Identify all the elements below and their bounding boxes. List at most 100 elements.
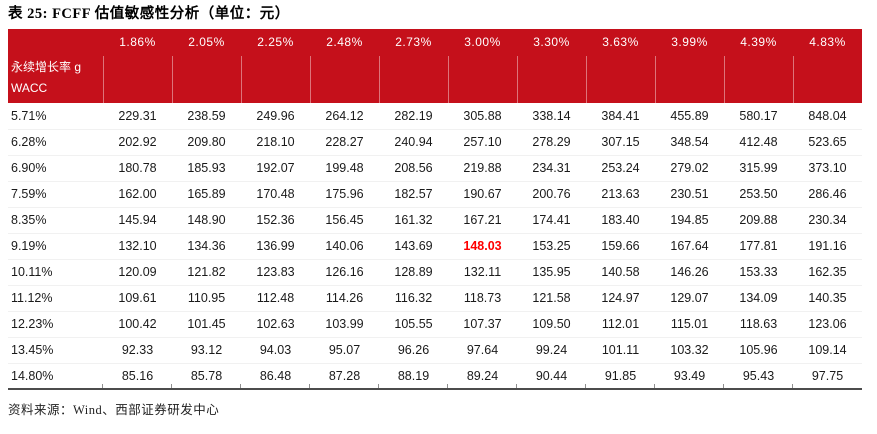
value-cell: 167.21 <box>448 207 517 234</box>
value-cell: 153.25 <box>517 233 586 260</box>
g-column-header: 2.73% <box>379 29 448 103</box>
wacc-row-label: 11.12% <box>8 285 103 312</box>
g-value: 4.39% <box>740 35 777 49</box>
value-cell: 99.24 <box>517 337 586 364</box>
header-column-separator <box>655 56 724 103</box>
value-cell: 116.32 <box>379 285 448 312</box>
report-table-exhibit: 表 25: FCFF 估值敏感性分析（单位：元） 永续增长率 g WACC 1.… <box>8 6 862 417</box>
value-cell: 145.94 <box>103 207 172 234</box>
value-cell: 183.40 <box>586 207 655 234</box>
value-cell: 102.63 <box>241 311 310 338</box>
header-column-separator <box>103 56 172 103</box>
highlighted-value-cell: 148.03 <box>448 233 517 260</box>
value-cell: 170.48 <box>241 181 310 208</box>
value-cell: 103.99 <box>310 311 379 338</box>
value-cell: 199.48 <box>310 155 379 182</box>
value-cell: 123.83 <box>241 259 310 286</box>
value-cell: 114.26 <box>310 285 379 312</box>
g-value: 1.86% <box>119 35 156 49</box>
value-cell: 279.02 <box>655 155 724 182</box>
value-cell: 95.43 <box>723 363 793 390</box>
value-cell: 92.33 <box>103 337 172 364</box>
table-row: 5.71% 229.31 238.59 249.96 264.12 282.19 305.… <box>8 103 862 130</box>
value-cell: 134.36 <box>172 233 241 260</box>
value-cell: 129.07 <box>655 285 724 312</box>
value-cell: 100.42 <box>103 311 172 338</box>
value-cell: 253.50 <box>724 181 793 208</box>
value-cell: 315.99 <box>724 155 793 182</box>
value-cell: 118.63 <box>724 311 793 338</box>
header-column-separator <box>724 56 793 103</box>
value-cell: 209.80 <box>172 129 241 156</box>
row-axis-label: WACC <box>11 81 48 95</box>
value-cell: 152.36 <box>241 207 310 234</box>
value-cell: 192.07 <box>241 155 310 182</box>
value-cell: 185.93 <box>172 155 241 182</box>
value-cell: 194.85 <box>655 207 724 234</box>
value-cell: 208.56 <box>379 155 448 182</box>
value-cell: 161.32 <box>379 207 448 234</box>
g-value: 2.05% <box>188 35 225 49</box>
value-cell: 121.82 <box>172 259 241 286</box>
corner-cell: 永续增长率 g WACC <box>8 29 103 103</box>
header-column-separator <box>517 56 586 103</box>
value-cell: 93.12 <box>172 337 241 364</box>
value-cell: 234.31 <box>517 155 586 182</box>
value-cell: 89.24 <box>447 363 517 390</box>
value-cell: 240.94 <box>379 129 448 156</box>
value-cell: 175.96 <box>310 181 379 208</box>
table-row: 7.59% 162.00 165.89 170.48 175.96 182.57 190.… <box>8 181 862 208</box>
value-cell: 230.51 <box>655 181 724 208</box>
value-cell: 97.75 <box>792 363 862 390</box>
value-cell: 97.64 <box>448 337 517 364</box>
header-column-separator <box>241 56 310 103</box>
value-cell: 580.17 <box>724 103 793 130</box>
value-cell: 93.49 <box>654 363 724 390</box>
value-cell: 107.37 <box>448 311 517 338</box>
value-cell: 87.28 <box>309 363 379 390</box>
value-cell: 109.61 <box>103 285 172 312</box>
value-cell: 305.88 <box>448 103 517 130</box>
value-cell: 132.10 <box>103 233 172 260</box>
value-cell: 140.06 <box>310 233 379 260</box>
g-value: 3.00% <box>464 35 501 49</box>
value-cell: 191.16 <box>793 233 862 260</box>
value-cell: 177.81 <box>724 233 793 260</box>
wacc-row-label: 8.35% <box>8 207 103 234</box>
value-cell: 218.10 <box>241 129 310 156</box>
value-cell: 105.96 <box>724 337 793 364</box>
value-cell: 136.99 <box>241 233 310 260</box>
table-row: 13.45% 92.33 93.12 94.03 95.07 96.26 97.64 99.… <box>8 337 862 364</box>
value-cell: 88.19 <box>378 363 448 390</box>
value-cell: 278.29 <box>517 129 586 156</box>
value-cell: 101.45 <box>172 311 241 338</box>
header-column-separator <box>793 56 862 103</box>
g-column-header: 2.05% <box>172 29 241 103</box>
value-cell: 202.92 <box>103 129 172 156</box>
wacc-row-label: 9.19% <box>8 233 103 260</box>
value-cell: 143.69 <box>379 233 448 260</box>
value-cell: 121.58 <box>517 285 586 312</box>
wacc-row-label: 6.90% <box>8 155 103 182</box>
value-cell: 253.24 <box>586 155 655 182</box>
g-value: 2.25% <box>257 35 294 49</box>
value-cell: 118.73 <box>448 285 517 312</box>
value-cell: 257.10 <box>448 129 517 156</box>
source-note: 资料来源：Wind、西部证券研发中心 <box>8 403 220 417</box>
value-cell: 86.48 <box>240 363 310 390</box>
table-row: 10.11% 120.09 121.82 123.83 126.16 128.89 132… <box>8 259 862 286</box>
value-cell: 348.54 <box>655 129 724 156</box>
value-cell: 307.15 <box>586 129 655 156</box>
value-cell: 112.01 <box>586 311 655 338</box>
g-value: 2.48% <box>326 35 363 49</box>
value-cell: 228.27 <box>310 129 379 156</box>
wacc-row-label: 6.28% <box>8 129 103 156</box>
value-cell: 91.85 <box>585 363 655 390</box>
g-value: 2.73% <box>395 35 432 49</box>
value-cell: 159.66 <box>586 233 655 260</box>
value-cell: 110.95 <box>172 285 241 312</box>
value-cell: 848.04 <box>793 103 862 130</box>
value-cell: 229.31 <box>103 103 172 130</box>
value-cell: 95.07 <box>310 337 379 364</box>
value-cell: 146.26 <box>655 259 724 286</box>
